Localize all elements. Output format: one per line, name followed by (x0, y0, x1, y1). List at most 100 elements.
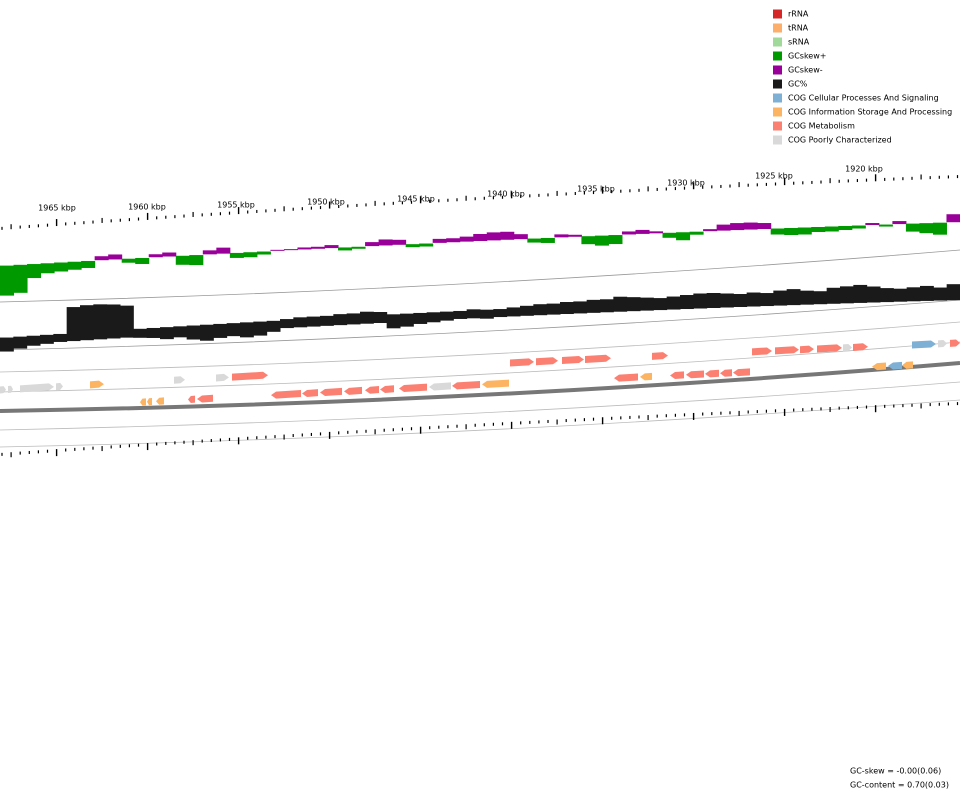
gc-content (533, 304, 548, 316)
legend-label: rRNA (788, 10, 809, 19)
gene (705, 369, 719, 378)
legend-swatch (773, 107, 782, 117)
gc-skew-negative (27, 264, 42, 279)
gc-content (226, 323, 241, 337)
legend-label: tRNA (788, 24, 809, 33)
gc-content (253, 321, 268, 336)
gc-skew-positive (108, 254, 123, 260)
gene (853, 343, 868, 351)
gc-content (386, 314, 401, 329)
gc-skew-positive (148, 254, 163, 258)
gc-content (800, 290, 814, 305)
gc-content (40, 334, 54, 344)
gene (174, 376, 185, 384)
gene (90, 380, 104, 389)
gc-content (786, 289, 801, 306)
gc-content (400, 313, 414, 327)
gene (585, 354, 611, 363)
gc-content (933, 287, 948, 301)
gc-content (586, 299, 601, 313)
gc-content (626, 297, 641, 312)
gc-skew-positive (486, 232, 501, 241)
gene (670, 371, 684, 380)
gc-skew-negative (770, 228, 785, 235)
gc-content (520, 305, 534, 316)
gc-content (813, 291, 828, 305)
ruler-label: 1965 kbp (38, 204, 76, 213)
legend-swatch (773, 65, 782, 75)
gc-content (453, 310, 468, 319)
gc-skew-positive (730, 223, 745, 231)
gene (800, 345, 814, 354)
gc-content (306, 316, 321, 327)
legend-label: COG Cellular Processes And Signaling (788, 94, 939, 103)
gc-skew-positive (392, 239, 407, 245)
gc-content (866, 286, 881, 303)
genes (0, 339, 960, 406)
gc-content (146, 327, 161, 338)
gc-content (280, 319, 294, 329)
gc-skew-positive (946, 214, 960, 223)
gc-content (333, 314, 348, 326)
gc-content (200, 324, 214, 341)
gc-content (0, 337, 14, 352)
gc-content (880, 288, 894, 303)
gc-skew-positive (324, 245, 339, 249)
gc-content (760, 293, 774, 307)
gc-content (720, 293, 734, 308)
gc-skew-negative (229, 252, 244, 258)
gene (429, 382, 451, 391)
gc-skew-positive (621, 231, 636, 235)
gene (8, 385, 13, 394)
gc-skew-negative (581, 236, 596, 245)
gc-skew-positive (94, 256, 109, 261)
track-line (0, 321, 960, 373)
gc-skew-negative (189, 255, 204, 266)
gc-content (893, 288, 908, 302)
gene (902, 361, 913, 369)
gc-skew-negative (54, 262, 69, 272)
gc-skew-track (0, 214, 960, 296)
gc-content (293, 317, 308, 328)
gc-skew-negative (405, 244, 420, 248)
gc-skew-summary: GC-skew = -0.00(0.06) (850, 767, 941, 776)
gc-skew-negative (905, 223, 920, 232)
gc-skew-positive (635, 229, 650, 234)
gc-skew-positive (283, 249, 298, 251)
gc-content (693, 293, 708, 309)
gc-skew-negative (919, 223, 934, 234)
gene (380, 385, 394, 393)
gc-content (826, 287, 841, 304)
gc-skew-negative (338, 247, 353, 251)
gene (950, 339, 960, 347)
track-line (0, 299, 960, 351)
gc-content (240, 322, 254, 338)
gc-content (133, 328, 148, 338)
legend-swatch (773, 37, 782, 47)
gc-skew-positive (500, 231, 515, 240)
gc-content (946, 284, 960, 301)
gc-skew-negative (13, 264, 28, 293)
gc-content (680, 295, 694, 310)
gc-content (706, 293, 721, 309)
gc-skew-negative (824, 226, 839, 232)
gene (197, 394, 213, 403)
gene (216, 373, 229, 382)
gene (817, 344, 842, 353)
gc-skew-negative (351, 246, 366, 249)
gc-skew-positive (446, 238, 461, 243)
gc-content (573, 301, 588, 314)
gc-content (160, 327, 174, 340)
legend-swatch (773, 121, 782, 131)
gc-skew-negative (81, 260, 96, 268)
gc-skew-negative (175, 255, 190, 265)
gc-content (373, 312, 388, 324)
gc-skew-negative (256, 251, 271, 255)
gc-content (360, 311, 374, 324)
gc-content-summary: GC-content = 0.70(0.03) (850, 781, 949, 790)
gc-content (600, 299, 614, 313)
gc-skew-positive (554, 234, 569, 238)
gene (399, 383, 427, 393)
gc-skew-negative (878, 224, 893, 227)
gc-skew-negative (784, 228, 799, 236)
